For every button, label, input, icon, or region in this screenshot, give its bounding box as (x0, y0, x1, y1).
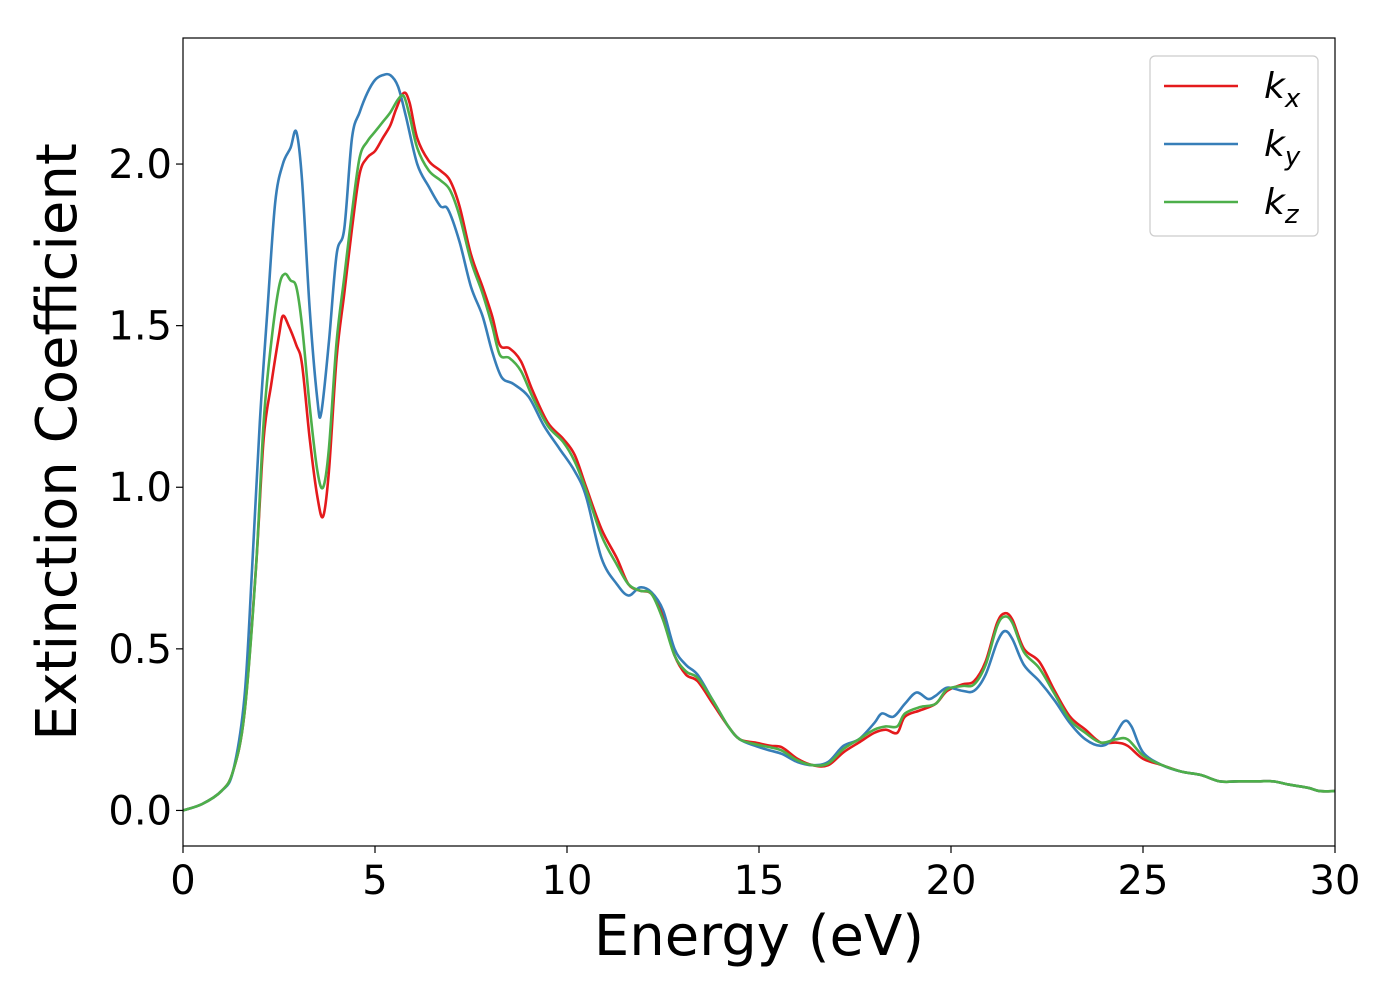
series-line-k-z (183, 93, 1335, 812)
x-tick-label: 0 (170, 858, 195, 904)
x-tick-label: 10 (542, 858, 593, 904)
x-tick-label: 20 (926, 858, 977, 904)
series-line-k-y (183, 72, 1335, 812)
y-tick-label: 0.0 (108, 788, 172, 834)
x-axis: 0 5 10 15 20 25 30 (170, 846, 1360, 904)
legend: kx ky kz (1149, 55, 1319, 237)
x-tick-label: 25 (1118, 858, 1169, 904)
x-tick-label: 15 (734, 858, 785, 904)
y-axis: 0.0 0.5 1.0 1.5 2.0 (108, 142, 183, 834)
y-tick-label: 1.5 (108, 304, 172, 350)
legend-label-z: kz (1264, 182, 1300, 230)
legend-label-y: ky (1264, 124, 1301, 172)
x-tick-label: 5 (362, 858, 387, 904)
y-tick-label: 2.0 (108, 142, 172, 188)
y-tick-label: 1.0 (108, 465, 172, 511)
x-axis-title: Energy (eV) (594, 904, 924, 969)
legend-label-x: kx (1264, 66, 1301, 114)
y-axis-title: Extinction Coefficient (25, 143, 90, 741)
legend-box (1149, 55, 1319, 237)
series-layer (183, 72, 1335, 812)
x-tick-label: 30 (1310, 858, 1361, 904)
y-tick-label: 0.5 (108, 627, 172, 673)
